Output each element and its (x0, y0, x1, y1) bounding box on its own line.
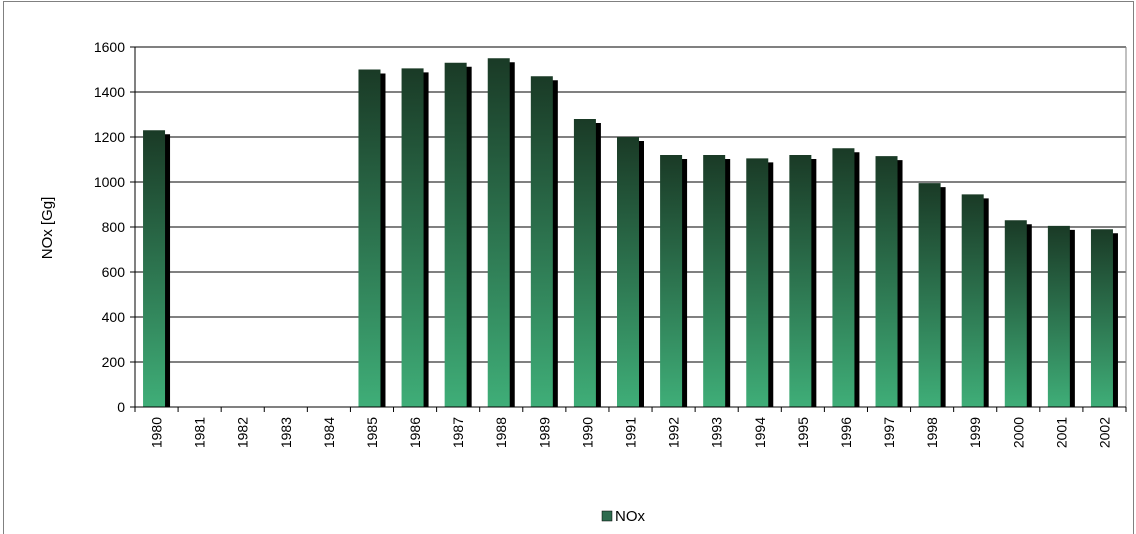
y-tick-label-1000: 1000 (94, 174, 125, 190)
bar-face-1989 (530, 76, 553, 407)
bar-face-1990 (573, 119, 596, 407)
y-tick-label-200: 200 (102, 354, 126, 370)
legend: NOx (601, 508, 646, 525)
x-tick-label-1995: 1995 (795, 417, 811, 448)
bar-2000 (1004, 220, 1032, 407)
x-tick-label-1999: 1999 (967, 417, 983, 448)
bar-face-2001 (1047, 225, 1070, 407)
y-tick-label-0: 0 (117, 399, 125, 415)
bar-side-1986 (422, 72, 429, 407)
bar-face-1996 (832, 148, 855, 407)
bar-side-1998 (939, 187, 946, 407)
bar-face-1999 (961, 194, 984, 407)
bar-2002 (1090, 229, 1118, 407)
y-tick-label-1600: 1600 (94, 39, 125, 55)
bars (143, 58, 1118, 407)
x-tick-label-1992: 1992 (666, 417, 682, 448)
x-tick-label-1997: 1997 (881, 417, 897, 448)
x-tick-label-1996: 1996 (838, 417, 854, 448)
bar-side-1991 (638, 141, 644, 407)
bar-side-2001 (1068, 229, 1075, 407)
bar-1999 (961, 194, 989, 407)
legend-swatch-nox (601, 510, 613, 522)
bar-1991 (617, 137, 644, 407)
x-tick-label-1985: 1985 (364, 417, 380, 448)
bar-side-1994 (767, 162, 774, 407)
bar-face-1992 (660, 155, 683, 407)
bar-1996 (832, 148, 860, 407)
bar-face-1997 (875, 156, 898, 407)
bar-face-2000 (1004, 220, 1027, 407)
bar-side-1985 (379, 73, 386, 407)
bar-side-1997 (896, 160, 903, 407)
bar-face-1980 (143, 130, 166, 407)
bar-side-2000 (1025, 224, 1032, 407)
bar-1990 (573, 119, 601, 407)
bar-1988 (487, 58, 515, 407)
x-tick-label-1982: 1982 (235, 417, 251, 448)
bar-side-1993 (724, 159, 731, 407)
bar-1994 (746, 158, 774, 407)
bar-side-1987 (465, 66, 472, 407)
bar-face-1988 (487, 58, 510, 407)
bar-face-2002 (1090, 229, 1113, 407)
bar-1997 (875, 156, 903, 407)
x-tick-label-1990: 1990 (579, 417, 595, 448)
bar-1985 (358, 69, 386, 407)
bar-1998 (918, 183, 946, 407)
y-axis-title: NOx [Gg] (39, 197, 56, 260)
bar-side-1988 (508, 62, 515, 407)
bar-face-1994 (746, 158, 769, 407)
bar-side-1990 (594, 123, 601, 407)
bar-1993 (703, 155, 731, 407)
bar-face-1998 (918, 183, 941, 407)
bar-side-1992 (681, 159, 688, 407)
bar-1980 (143, 130, 171, 407)
bar-1995 (789, 155, 817, 407)
y-tick-labels: 0 200 400 600 800 1000 1200 1400 1600 (94, 39, 125, 415)
x-tick-label-2002: 2002 (1096, 417, 1112, 448)
bar-2001 (1047, 225, 1075, 407)
x-tick-label-1987: 1987 (450, 417, 466, 448)
bar-1987 (444, 62, 472, 407)
bar-side-1980 (164, 134, 171, 407)
x-tick-label-1991: 1991 (623, 417, 639, 448)
bar-side-1999 (982, 198, 989, 407)
bar-face-1986 (401, 68, 424, 407)
x-tick-label-1981: 1981 (192, 417, 208, 448)
x-tick-label-1986: 1986 (407, 417, 423, 448)
x-tick-label-2000: 2000 (1010, 417, 1026, 448)
y-tick-label-1200: 1200 (94, 129, 125, 145)
bar-face-1985 (358, 69, 381, 407)
bar-face-1993 (703, 155, 726, 407)
x-tick-label-1980: 1980 (149, 417, 165, 448)
bar-side-1995 (810, 159, 817, 407)
bar-1992 (660, 155, 688, 407)
x-tick-label-1993: 1993 (709, 417, 725, 448)
legend-label-nox: NOx (615, 508, 646, 525)
bar-face-1995 (789, 155, 812, 407)
x-tick-labels: 1980 1981 1982 1983 1984 1985 1986 1987 1988 1989… (149, 417, 1113, 448)
x-tick-label-2001: 2001 (1053, 417, 1069, 448)
x-tick-label-1988: 1988 (493, 417, 509, 448)
bar-side-1989 (551, 80, 558, 407)
y-tick-label-800: 800 (102, 219, 126, 235)
bar-side-1996 (853, 152, 860, 407)
x-tick-label-1989: 1989 (536, 417, 552, 448)
bar-1989 (530, 76, 558, 407)
x-tick-label-1998: 1998 (924, 417, 940, 448)
y-tick-label-600: 600 (102, 264, 126, 280)
axes (130, 46, 1127, 412)
x-tick-label-1994: 1994 (752, 417, 768, 448)
bar-face-1987 (444, 62, 467, 407)
bar-side-2002 (1111, 233, 1118, 407)
x-tick-label-1984: 1984 (321, 417, 337, 448)
bar-face-1991 (617, 137, 639, 407)
y-tick-label-1400: 1400 (94, 84, 125, 100)
bar-1986 (401, 68, 429, 407)
y-tick-label-400: 400 (102, 309, 126, 325)
x-tick-label-1983: 1983 (278, 417, 294, 448)
